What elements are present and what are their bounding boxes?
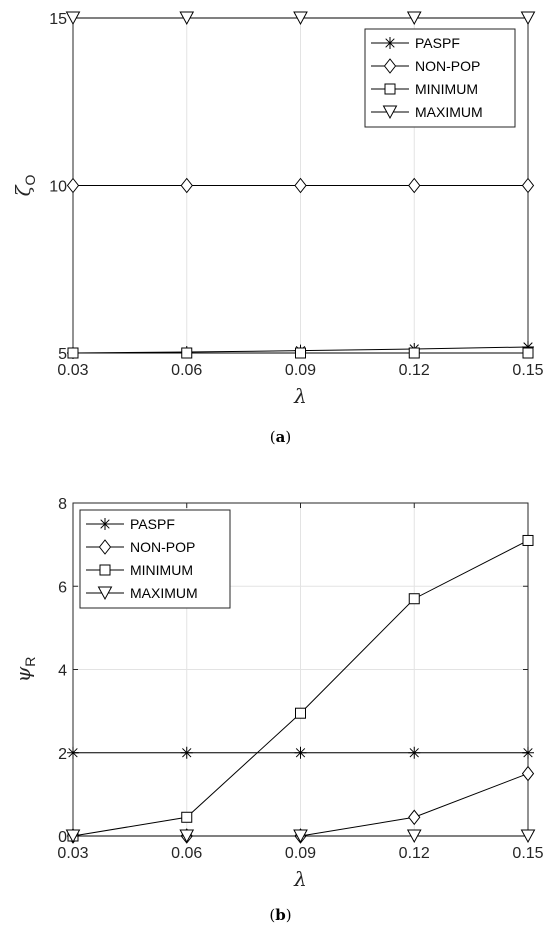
series-paspf — [67, 746, 534, 759]
data-point — [294, 746, 307, 759]
series-non-pop — [66, 177, 535, 194]
legend-label: MAXIMUM — [415, 104, 483, 120]
data-point — [181, 811, 193, 823]
y-axis-label-symbol: ζ — [11, 184, 35, 196]
y-tick-label: 10 — [49, 179, 67, 196]
y-tick-label: 2 — [58, 746, 67, 763]
legend-marker — [97, 586, 113, 601]
data-point — [521, 765, 535, 782]
x-tick-label: 0.15 — [512, 362, 543, 379]
x-axis-label: λ — [293, 384, 307, 408]
data-point — [406, 829, 422, 844]
legend-entry: PASPF — [86, 516, 175, 532]
legend: PASPF NON-POP MINIMUM MAXIMUM — [364, 28, 516, 128]
legend-marker — [383, 58, 397, 74]
data-point — [67, 347, 79, 359]
series-maximum — [65, 829, 536, 844]
data-point — [293, 11, 308, 26]
legend-label: MAXIMUM — [130, 585, 198, 601]
y-tick-label: 8 — [58, 496, 67, 513]
x-tick-label: 0.09 — [285, 362, 316, 379]
data-point — [295, 347, 306, 359]
data-point — [522, 746, 534, 759]
y-tick-label: 0 — [58, 829, 67, 846]
legend-entry: NON-POP — [371, 58, 480, 74]
chart-panel-b: 0.03 0.06 0.09 0.12 0.15 0 2 4 6 8 λ ψR PASPF NON-POP… — [11, 496, 544, 924]
y-tick-label: 15 — [49, 11, 67, 28]
x-tick-label: 0.03 — [57, 362, 88, 379]
legend-marker — [384, 83, 396, 95]
legend-label: NON-POP — [415, 58, 480, 74]
legend-entry: PASPF — [371, 35, 460, 51]
legend-entry: NON-POP — [86, 539, 195, 555]
y-tick-label: 4 — [58, 663, 67, 680]
y-axis-label-subscript: O — [22, 175, 38, 186]
data-point — [179, 11, 195, 26]
y-axis-label: ψR — [11, 657, 38, 683]
data-point — [295, 707, 306, 719]
panel-caption: (b) — [269, 906, 291, 924]
x-tick-label: 0.12 — [399, 362, 430, 379]
data-point — [181, 347, 193, 359]
chart-panel-a: 0.03 0.06 0.09 0.12 0.15 5 10 15 λ ζO PASPF NON-POP… — [11, 11, 544, 446]
legend-marker — [99, 564, 111, 576]
x-tick-label: 0.03 — [57, 845, 88, 862]
data-point — [522, 534, 534, 546]
x-axis-label: λ — [293, 867, 307, 891]
legend-label: MINIMUM — [130, 562, 193, 578]
data-point — [293, 829, 308, 844]
data-point — [521, 177, 535, 194]
data-point — [408, 177, 421, 194]
data-point — [65, 11, 81, 26]
series-minimum — [67, 347, 534, 359]
x-tick-label: 0.06 — [171, 362, 202, 379]
legend-entry: MINIMUM — [371, 81, 478, 97]
legend-marker — [384, 37, 396, 49]
x-tick-label: 0.15 — [512, 845, 543, 862]
data-point — [520, 829, 536, 844]
data-point — [520, 11, 536, 26]
y-axis-label-subscript: R — [22, 657, 38, 667]
legend-label: MINIMUM — [415, 81, 478, 97]
legend-label: PASPF — [130, 516, 175, 532]
data-point — [180, 746, 193, 759]
data-point — [180, 177, 193, 194]
y-axis-label-symbol: ψ — [11, 666, 35, 682]
legend-marker — [98, 539, 112, 555]
data-point — [408, 347, 420, 359]
legend-label: NON-POP — [130, 539, 195, 555]
data-point — [406, 11, 422, 26]
x-tick-label: 0.12 — [399, 845, 430, 862]
data-point — [408, 809, 421, 826]
x-tick-label: 0.06 — [171, 845, 202, 862]
data-point — [179, 829, 195, 844]
data-point — [408, 593, 420, 605]
legend: PASPF NON-POP MINIMUM MAXIMUM — [79, 509, 231, 609]
legend-entry: MAXIMUM — [371, 104, 483, 120]
panel-caption: (a) — [270, 428, 291, 446]
y-tick-label: 6 — [58, 579, 67, 596]
legend-marker — [382, 105, 398, 120]
data-point — [66, 177, 80, 194]
data-point — [294, 177, 307, 194]
legend-entry: MINIMUM — [86, 562, 193, 578]
data-point — [408, 746, 421, 759]
data-point — [522, 347, 534, 359]
legend-marker — [99, 518, 111, 530]
y-tick-label: 5 — [58, 346, 67, 363]
x-tick-label: 0.09 — [285, 845, 316, 862]
legend-label: PASPF — [415, 35, 460, 51]
data-point — [67, 746, 79, 759]
series-maximum — [65, 11, 536, 26]
legend-entry: MAXIMUM — [86, 585, 198, 601]
y-axis-label: ζO — [11, 175, 38, 197]
data-point — [65, 829, 81, 844]
